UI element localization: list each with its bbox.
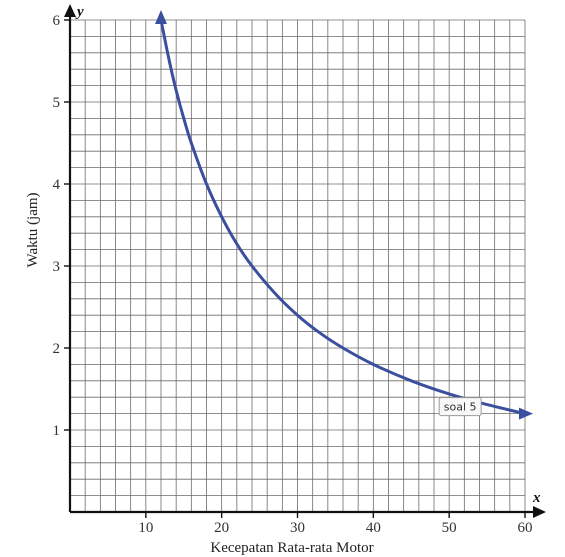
y-tick-label: 6 (53, 13, 61, 29)
y-tick-label: 3 (53, 259, 61, 275)
y-tick-label: 2 (53, 341, 61, 357)
annotation-box (438, 397, 482, 417)
grid (70, 19, 526, 512)
series-line (159, 18, 527, 416)
y-tick-label: 4 (53, 177, 61, 193)
annotation: soal 5 (438, 397, 482, 417)
x-tick-label: 20 (214, 520, 229, 536)
x-tick-label: 50 (442, 520, 457, 536)
series-arrow-top (155, 10, 167, 24)
y-tick-label: 5 (53, 95, 61, 111)
y-tick-label: 1 (53, 423, 61, 439)
ticks: 10 20 30 40 50 60 1 2 3 4 5 6 (53, 13, 533, 536)
x-tick-label: 30 (290, 520, 305, 536)
x-tick-label: 10 (138, 520, 153, 536)
x-tick-label: 60 (518, 520, 533, 536)
axes (64, 4, 546, 518)
x-axis-arrow (533, 506, 546, 518)
x-axis-title: Kecepatan Rata-rata Motor (210, 540, 373, 556)
series-arrow-right (519, 407, 533, 420)
y-axis-letter: y (75, 4, 84, 20)
series (155, 10, 533, 420)
y-axis-title: Waktu (jam) (25, 192, 41, 267)
labels: Kecepatan Rata-rata Motor Waktu (jam) x … (25, 4, 541, 556)
x-axis-letter: x (532, 490, 541, 506)
x-tick-label: 40 (366, 520, 381, 536)
y-axis-arrow (64, 4, 76, 17)
annotation-label: soal 5 (444, 401, 477, 414)
